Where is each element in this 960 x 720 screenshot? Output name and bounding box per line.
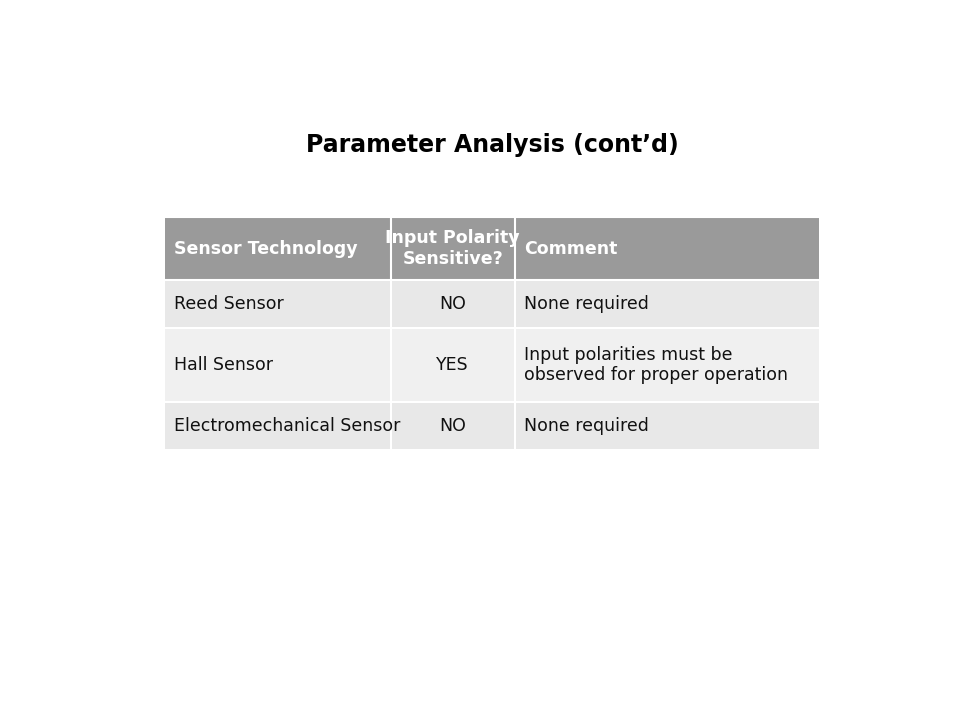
Text: None required: None required: [524, 417, 649, 435]
Bar: [391, 217, 515, 280]
Bar: [515, 328, 819, 402]
Text: Reed Sensor: Reed Sensor: [174, 295, 283, 313]
Bar: [515, 280, 819, 328]
Bar: [165, 217, 391, 280]
Bar: [165, 402, 391, 449]
Text: Comment: Comment: [524, 240, 617, 258]
Bar: [515, 402, 819, 449]
Text: Input Polarity
Sensitive?: Input Polarity Sensitive?: [385, 229, 520, 268]
Bar: [391, 280, 515, 328]
Bar: [391, 328, 515, 402]
Bar: [165, 328, 391, 402]
Bar: [515, 217, 819, 280]
Bar: [391, 402, 515, 449]
Text: Hall Sensor: Hall Sensor: [174, 356, 273, 374]
Text: NO: NO: [440, 295, 467, 313]
Text: Electromechanical Sensor: Electromechanical Sensor: [174, 417, 400, 435]
Text: Parameter Analysis (cont’d): Parameter Analysis (cont’d): [305, 132, 679, 157]
Bar: [165, 280, 391, 328]
Text: YES: YES: [437, 356, 469, 374]
Text: Input polarities must be
observed for proper operation: Input polarities must be observed for pr…: [524, 346, 788, 384]
Text: None required: None required: [524, 295, 649, 313]
Text: Sensor Technology: Sensor Technology: [174, 240, 357, 258]
Text: NO: NO: [440, 417, 467, 435]
